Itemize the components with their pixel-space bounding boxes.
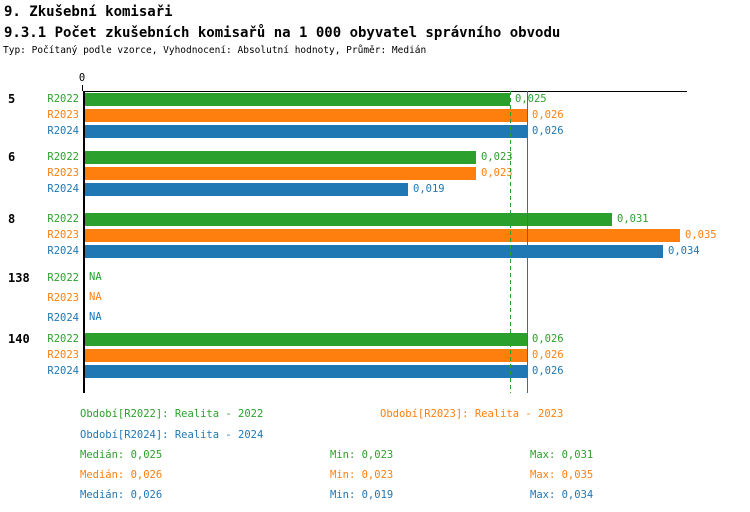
bar-value-label: 0,035	[685, 229, 717, 241]
median-R2024-line	[527, 91, 528, 393]
legend-median-2024: Medián: 0,026	[80, 489, 163, 501]
legend-period-2024: Období[R2024]: Realita - 2024	[80, 429, 264, 441]
series-label: R2022	[47, 151, 79, 163]
category-label: 8	[8, 212, 16, 226]
legend-max-2022: Max: 0,031	[530, 449, 594, 461]
legend-min-2023: Min: 0,023	[330, 469, 394, 481]
series-label: R2024	[47, 183, 79, 195]
bar-r2022-group-140	[85, 333, 527, 346]
legend-min-2024: Min: 0,019	[330, 489, 394, 501]
na-value-label: NA	[89, 271, 102, 283]
bar-r2024-group-140	[85, 365, 527, 378]
category-label: 140	[8, 332, 30, 346]
bar-value-label: 0,026	[532, 125, 564, 137]
legend-min-2022: Min: 0,023	[330, 449, 394, 461]
legend-period-2022: Období[R2022]: Realita - 2022	[80, 408, 264, 420]
bar-value-label: 0,023	[481, 167, 513, 179]
section-title: 9. Zkušební komisaři	[4, 4, 173, 20]
bar-value-label: 0,026	[532, 333, 564, 345]
bar-r2023-group-8	[85, 229, 680, 242]
series-label: R2023	[47, 292, 79, 304]
series-label: R2023	[47, 109, 79, 121]
legend-max-2024: Max: 0,034	[530, 489, 594, 501]
bar-value-label: 0,025	[515, 93, 547, 105]
median-R2022-line	[510, 91, 511, 393]
series-label: R2024	[47, 245, 79, 257]
bar-r2022-group-8	[85, 213, 612, 226]
bar-r2024-group-5	[85, 125, 527, 138]
chart-title: 9.3.1 Počet zkušebních komisařů na 1 000…	[4, 25, 561, 41]
series-label: R2022	[47, 213, 79, 225]
series-label: R2023	[47, 229, 79, 241]
bar-value-label: 0,031	[617, 213, 649, 225]
series-label: R2024	[47, 125, 79, 137]
series-label: R2022	[47, 93, 79, 105]
x-axis-tick-mark	[82, 85, 83, 91]
bar-r2024-group-8	[85, 245, 663, 258]
bar-value-label: 0,023	[481, 151, 513, 163]
chart-meta-line: Typ: Počítaný podle vzorce, Vyhodnocení:…	[3, 45, 427, 56]
series-label: R2023	[47, 349, 79, 361]
series-label: R2024	[47, 365, 79, 377]
category-label: 5	[8, 92, 16, 106]
bar-value-label: 0,034	[668, 245, 700, 257]
bar-r2023-group-140	[85, 349, 527, 362]
bar-r2024-group-6	[85, 183, 408, 196]
bar-value-label: 0,026	[532, 109, 564, 121]
series-label: R2022	[47, 333, 79, 345]
legend-max-2023: Max: 0,035	[530, 469, 594, 481]
bar-value-label: 0,026	[532, 349, 564, 361]
series-label: R2023	[47, 167, 79, 179]
x-axis-line	[83, 91, 687, 92]
legend-median-2023: Medián: 0,026	[80, 469, 163, 481]
bar-r2022-group-6	[85, 151, 476, 164]
bar-r2023-group-6	[85, 167, 476, 180]
series-label: R2022	[47, 272, 79, 284]
category-label: 6	[8, 150, 16, 164]
y-axis-line	[83, 91, 85, 393]
bar-value-label: 0,019	[413, 183, 445, 195]
legend-median-2022: Medián: 0,025	[80, 449, 163, 461]
na-value-label: NA	[89, 291, 102, 303]
series-label: R2024	[47, 312, 79, 324]
legend-period-2023: Období[R2023]: Realita - 2023	[380, 408, 564, 420]
bar-r2022-group-5	[85, 93, 510, 106]
category-label: 138	[8, 271, 30, 285]
bar-value-label: 0,026	[532, 365, 564, 377]
na-value-label: NA	[89, 311, 102, 323]
x-axis-zero-tick-label: 0	[78, 72, 86, 84]
bar-r2023-group-5	[85, 109, 527, 122]
